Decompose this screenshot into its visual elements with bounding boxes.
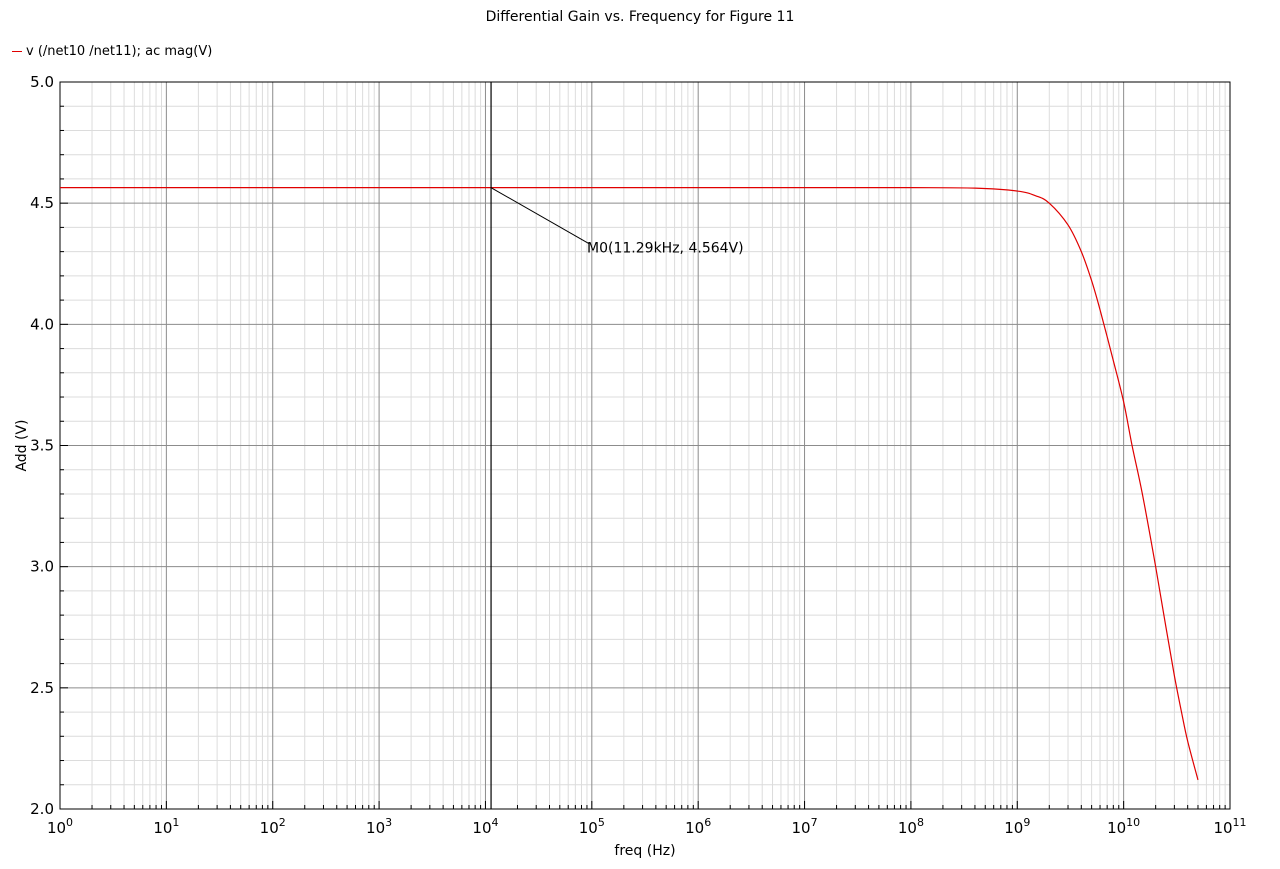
legend-label: v (/net10 /net11); ac mag(V): [26, 44, 213, 59]
x-tick-label-exponent: 5: [598, 816, 605, 829]
x-tick-label: 1010: [1107, 816, 1140, 837]
x-tick-label-exponent: 2: [279, 816, 286, 829]
y-tick-label: 3.5: [30, 437, 54, 455]
x-tick-label: 107: [791, 816, 817, 837]
x-tick-label-base: 10: [472, 819, 491, 837]
x-tick-label-base: 10: [1107, 819, 1126, 837]
y-axis-label: Add (V): [14, 419, 30, 471]
x-axis-label: freq (Hz): [614, 843, 675, 859]
tick-marks: [59, 81, 1231, 810]
x-tick-label-base: 10: [579, 819, 598, 837]
x-tick-label-exponent: 11: [1233, 816, 1247, 829]
x-tick-label-exponent: 7: [811, 816, 818, 829]
x-tick-label-exponent: 6: [704, 816, 711, 829]
x-tick-label-exponent: 8: [917, 816, 924, 829]
x-tick-labels: 100 101 102 103 104 105 106 107 108 109 1010 1011: [47, 816, 1247, 837]
y-tick-labels: 2.0 2.5 3.0 3.5 4.0 4.5 5.0: [30, 73, 54, 818]
x-tick-label-base: 10: [1213, 819, 1232, 837]
x-tick-label-exponent: 1: [172, 816, 179, 829]
marker-m0-leader-line: [490, 187, 590, 245]
x-tick-label: 109: [1004, 816, 1030, 837]
major-grid: [59, 81, 1231, 810]
legend: v (/net10 /net11); ac mag(V): [12, 44, 212, 59]
x-tick-label-base: 10: [1004, 819, 1023, 837]
chart-title: Differential Gain vs. Frequency for Figu…: [485, 9, 795, 25]
y-tick-label: 2.5: [30, 679, 54, 697]
x-tick-label: 103: [366, 816, 392, 837]
series-line-ac-mag: [60, 187, 1199, 781]
plot-frame: [59, 81, 1231, 810]
x-tick-label-base: 10: [791, 819, 810, 837]
y-tick-label: 4.5: [30, 194, 54, 212]
x-tick-label-base: 10: [898, 819, 917, 837]
x-tick-label-exponent: 0: [66, 816, 73, 829]
legend-swatch: [12, 51, 22, 52]
x-tick-label: 108: [898, 816, 924, 837]
x-tick-label-base: 10: [153, 819, 172, 837]
x-tick-label-exponent: 3: [385, 816, 392, 829]
y-tick-label: 5.0: [30, 73, 54, 91]
x-tick-label-base: 10: [47, 819, 66, 837]
x-tick-label: 1011: [1213, 816, 1246, 837]
x-tick-label: 105: [579, 816, 605, 837]
x-tick-label-exponent: 10: [1126, 816, 1140, 829]
x-tick-label: 100: [47, 816, 73, 837]
y-tick-label: 3.0: [30, 558, 54, 576]
x-tick-label-base: 10: [685, 819, 704, 837]
x-tick-label: 106: [685, 816, 711, 837]
x-tick-label-base: 10: [260, 819, 279, 837]
y-tick-label: 2.0: [30, 800, 54, 818]
x-tick-label: 104: [472, 816, 498, 837]
x-tick-label: 101: [153, 816, 179, 837]
x-tick-label: 102: [260, 816, 286, 837]
x-tick-label-exponent: 4: [492, 816, 499, 829]
x-tick-label-exponent: 9: [1023, 816, 1030, 829]
y-tick-label: 4.0: [30, 315, 54, 333]
x-tick-label-base: 10: [366, 819, 385, 837]
marker-m0-label: M0(11.29kHz, 4.564V): [587, 241, 744, 257]
